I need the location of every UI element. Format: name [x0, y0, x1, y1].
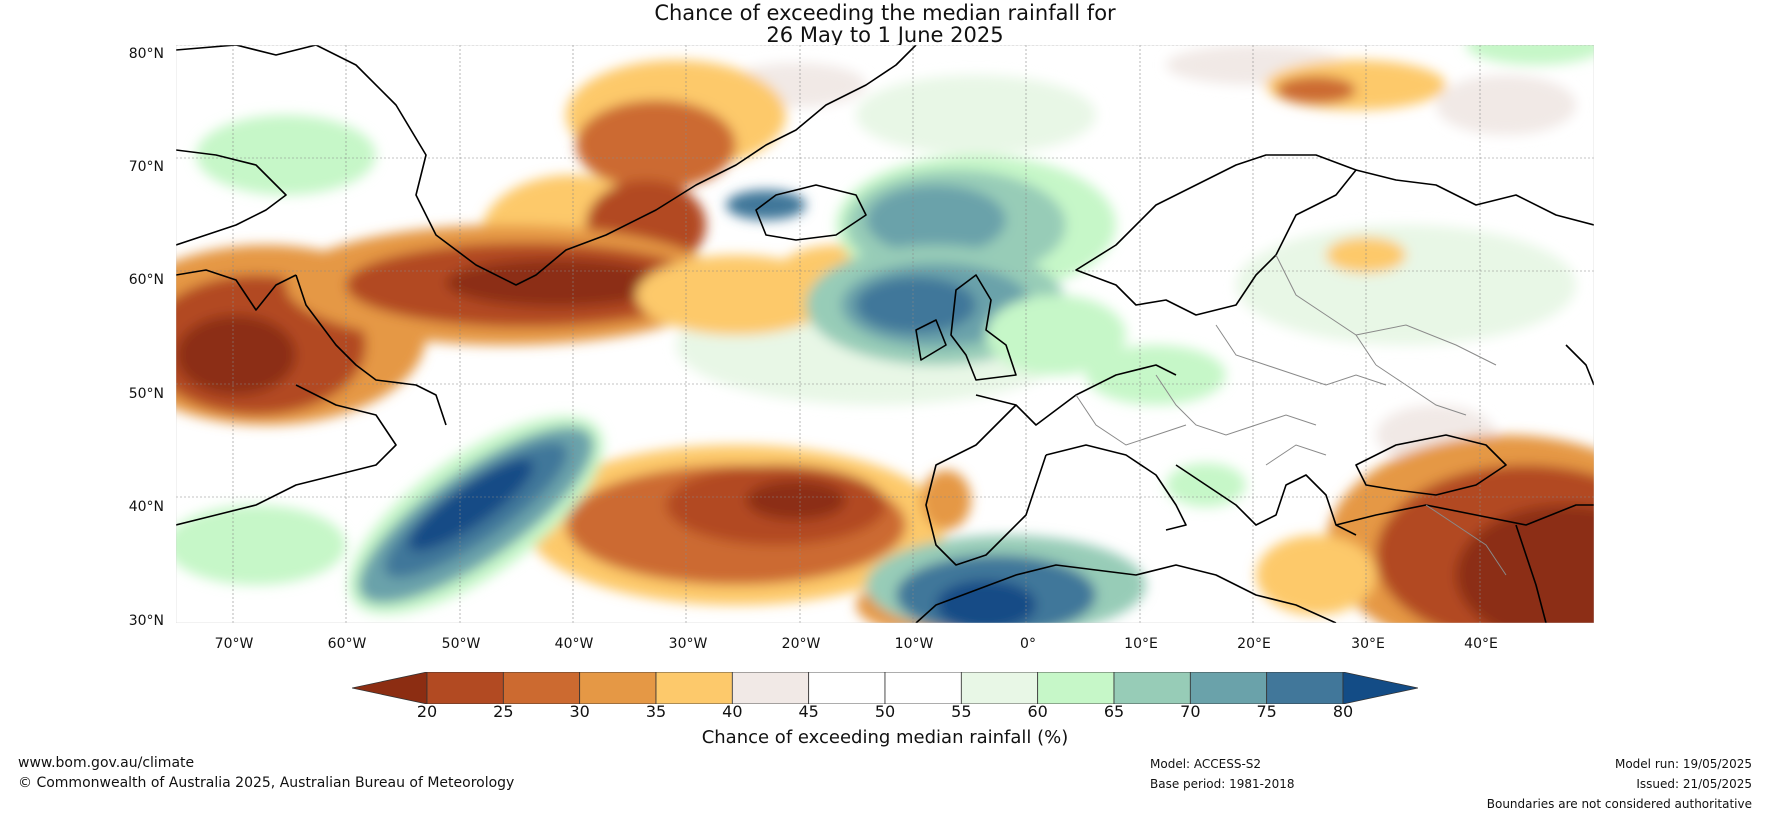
lon-label-40w: 40°W	[554, 636, 594, 652]
graticule	[176, 45, 1594, 623]
colorbar-tick-label: 60	[1027, 702, 1048, 721]
lon-label-20w: 20°W	[781, 636, 821, 652]
issued-date: Issued: 21/05/2025	[1636, 777, 1752, 791]
lon-label-50w: 50°W	[441, 636, 481, 652]
lon-label-40e: 40°E	[1464, 636, 1498, 652]
lon-label-20e: 20°E	[1237, 636, 1271, 652]
lat-label-30n: 30°N	[128, 613, 164, 629]
lon-label-70w: 70°W	[214, 636, 254, 652]
colorbar-segment	[1113, 672, 1191, 704]
boundaries-disclaimer: Boundaries are not considered authoritat…	[1486, 797, 1752, 811]
colorbar-tick-label: 30	[569, 702, 590, 721]
lon-label-10w: 10°W	[894, 636, 934, 652]
colorbar-tick-label: 50	[874, 702, 896, 721]
map-title-line1: Chance of exceeding the median rainfall …	[654, 1, 1116, 25]
colorbar-segment	[1189, 672, 1268, 704]
rainfall-map	[176, 45, 1594, 623]
colorbar-title: Chance of exceeding median rainfall (%)	[701, 727, 1069, 748]
colorbar-segment	[960, 672, 1039, 704]
colorbar	[352, 672, 1418, 704]
colorbar-segment	[884, 672, 962, 704]
colorbar-segment	[1266, 672, 1344, 704]
lon-label-30e: 30°E	[1351, 636, 1385, 652]
lat-label-80n: 80°N	[128, 46, 164, 62]
copyright-text: © Commonwealth of Australia 2025, Austra…	[18, 775, 515, 791]
colorbar-segment	[1037, 672, 1115, 704]
colorbar-tick-label: 40	[722, 702, 743, 721]
map-title-line2: 26 May to 1 June 2025	[766, 23, 1004, 47]
colorbar-tick-label: 25	[493, 702, 514, 721]
colorbar-extend-low	[352, 672, 428, 704]
colorbar-tick-label: 35	[645, 702, 667, 721]
colorbar-segment	[808, 672, 886, 704]
colorbar-tick-label: 55	[951, 702, 972, 721]
colorbar-tick-label: 20	[416, 702, 438, 721]
lat-label-70n: 70°N	[128, 159, 164, 175]
colorbar-segment	[655, 672, 733, 704]
colorbar-tick-label: 45	[798, 702, 819, 721]
country-borders	[1075, 254, 1507, 576]
lat-label-60n: 60°N	[128, 272, 164, 288]
rainfall-field	[176, 45, 1594, 623]
website-link[interactable]: www.bom.gov.au/climate	[18, 755, 195, 771]
colorbar-tick-label: 70	[1180, 702, 1201, 721]
colorbar-tick-label: 65	[1103, 702, 1125, 721]
colorbar-tick-label: 75	[1256, 702, 1277, 721]
lon-label-10e: 10°E	[1124, 636, 1158, 652]
colorbar-segment	[426, 672, 504, 704]
lat-label-50n: 50°N	[128, 386, 164, 402]
colorbar-tick-label: 80	[1332, 702, 1354, 721]
lat-label-40n: 40°N	[128, 499, 164, 515]
lon-label-0: 0°	[1020, 636, 1036, 652]
model-name: Model: ACCESS-S2	[1150, 757, 1262, 771]
colorbar-extend-high	[1342, 672, 1418, 704]
coastlines	[176, 45, 1594, 623]
lon-label-30w: 30°W	[668, 636, 708, 652]
colorbar-segment	[502, 672, 581, 704]
colorbar-segment	[579, 672, 657, 704]
lon-label-60w: 60°W	[327, 636, 367, 652]
colorbar-segment	[731, 672, 810, 704]
model-run-date: Model run: 19/05/2025	[1614, 757, 1752, 771]
base-period: Base period: 1981-2018	[1150, 777, 1295, 791]
